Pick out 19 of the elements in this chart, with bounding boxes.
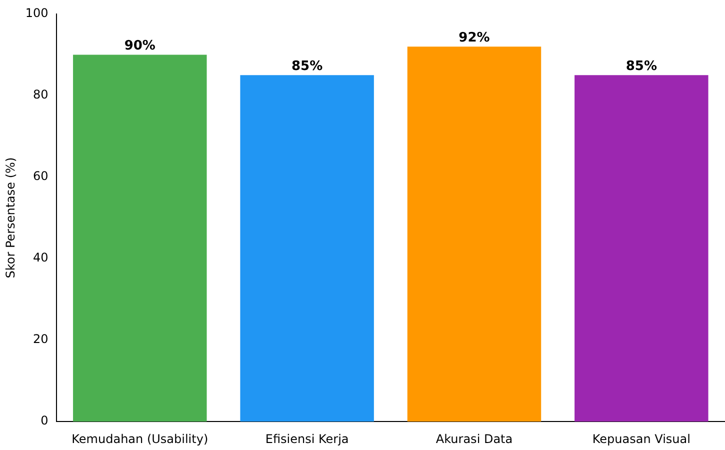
y-tick-label: 40 [33, 250, 48, 265]
data-label: 85% [626, 59, 657, 74]
data-label: 85% [292, 59, 323, 74]
y-tick-label: 0 [40, 414, 48, 428]
y-axis-title: Skor Persentase (%) [3, 157, 18, 278]
bar [73, 54, 207, 422]
x-tick-label: Kemudahan (Usability) [72, 432, 208, 446]
y-tick-label: 60 [33, 169, 48, 184]
y-tick-label: 20 [33, 332, 48, 346]
bar [240, 75, 374, 422]
x-tick-label: Efisiensi Kerja [265, 432, 349, 446]
y-tick-label: 100 [25, 6, 48, 20]
bar [407, 46, 542, 422]
x-tick-label: Akurasi Data [436, 432, 513, 446]
x-tick-label: Kepuasan Visual [592, 432, 690, 446]
y-tick-label: 80 [33, 88, 48, 102]
bar [574, 75, 708, 422]
data-label: 90% [124, 38, 156, 54]
data-label: 92% [458, 30, 490, 46]
